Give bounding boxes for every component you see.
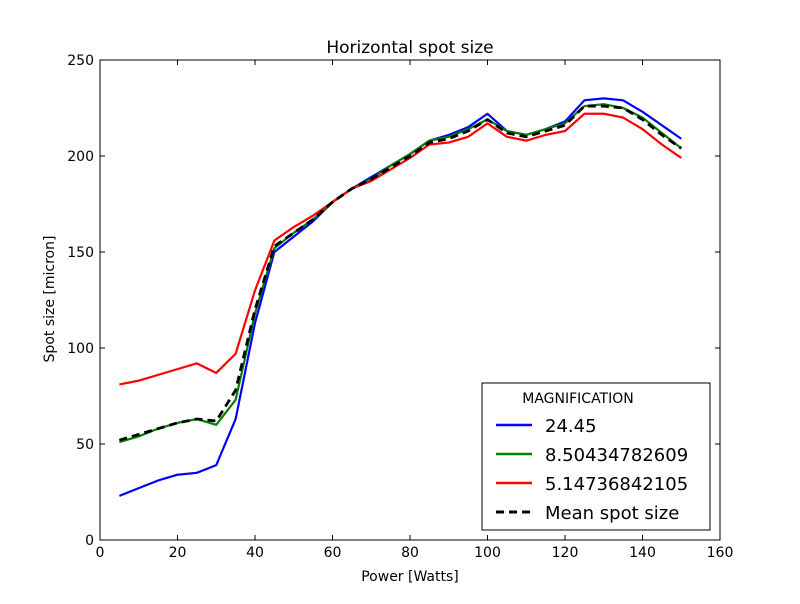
y-tick-label: 100	[67, 341, 94, 357]
y-tick-label: 250	[67, 53, 94, 69]
y-tick-label: 50	[76, 437, 94, 453]
y-tick-label: 0	[85, 533, 94, 549]
y-axis-label: Spot size [micron]	[42, 236, 58, 363]
x-tick-label: 160	[707, 545, 734, 561]
legend-label-0: 24.45	[545, 416, 597, 437]
y-tick-label: 200	[67, 149, 94, 165]
x-tick-label: 40	[246, 545, 264, 561]
legend-label-1: 8.50434782609	[545, 445, 688, 466]
chart-title: Horizontal spot size	[326, 38, 493, 58]
x-tick-label: 80	[401, 545, 419, 561]
x-tick-label: 0	[96, 545, 105, 561]
legend-title: MAGNIFICATION	[522, 391, 633, 407]
y-tick-label: 150	[67, 245, 94, 261]
x-tick-label: 100	[474, 545, 501, 561]
x-tick-label: 120	[552, 545, 579, 561]
x-tick-label: 140	[629, 545, 656, 561]
legend-label-2: 5.14736842105	[545, 474, 688, 495]
x-tick-label: 60	[324, 545, 342, 561]
x-axis-label: Power [Watts]	[361, 569, 459, 585]
x-tick-label: 20	[169, 545, 187, 561]
legend-label-3: Mean spot size	[545, 503, 679, 524]
